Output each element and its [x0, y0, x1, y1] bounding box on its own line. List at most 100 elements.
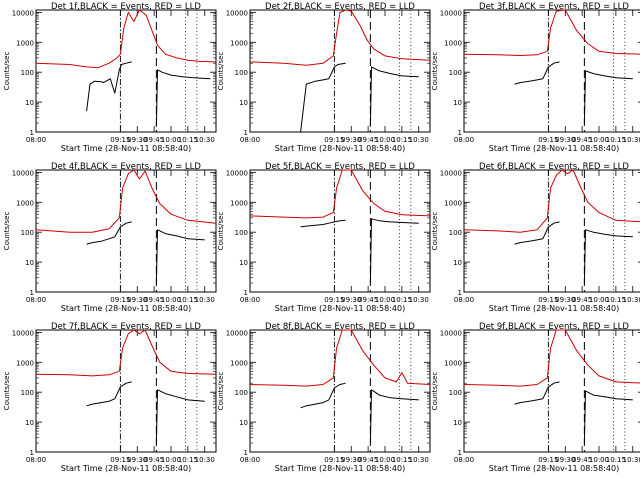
- x-tick-label: 09:45: [572, 136, 592, 144]
- x-tick-label: 10:15: [392, 296, 412, 304]
- plot-panel-1: Det 1f,BLACK = Events, RED = LLD 1 10 100 10…: [3, 2, 217, 153]
- events-series-line: [155, 389, 205, 444]
- plot-title: Det 6f,BLACK = Events, RED = LLD: [479, 162, 629, 172]
- y-tick-label: 1: [244, 289, 248, 297]
- y-tick-label: 10: [25, 99, 34, 107]
- x-tick-label: 08:00: [454, 136, 474, 144]
- y-tick-label: 100: [449, 389, 462, 397]
- plot-panel-5: Det 5f,BLACK = Events, RED = LLD 1 10 100 10…: [217, 162, 431, 313]
- x-axis-label: Start Time (28-Nov-11 08:58:40): [61, 304, 191, 313]
- x-tick-label: 09:30: [127, 136, 147, 144]
- y-tick-label: 1000: [16, 199, 34, 207]
- x-axis-label: Start Time (28-Nov-11 08:58:40): [61, 464, 191, 473]
- plot-title: Det 5f,BLACK = Events, RED = LLD: [265, 162, 415, 172]
- x-tick-label: 09:30: [341, 456, 361, 464]
- lld-series-line: [249, 169, 431, 219]
- y-tick-label: 10000: [12, 169, 34, 177]
- events-series-line: [583, 70, 633, 124]
- x-tick-label: 10:00: [589, 136, 609, 144]
- x-tick-label: 09:30: [341, 136, 361, 144]
- plot-title: Det 4f,BLACK = Events, RED = LLD: [51, 162, 201, 172]
- events-series-line: [86, 381, 132, 407]
- plot-frame: [463, 169, 640, 293]
- x-tick-label: 10:15: [392, 136, 412, 144]
- plot-frame: [249, 9, 431, 133]
- y-tick-label: 1: [458, 449, 462, 457]
- x-tick-label: 10:00: [375, 456, 395, 464]
- x-tick-label: 10:00: [375, 296, 395, 304]
- x-tick-label: 09:45: [144, 296, 164, 304]
- x-axis-label: Start Time (28-Nov-11 08:58:40): [275, 144, 405, 153]
- y-tick-label: 1000: [230, 39, 248, 47]
- x-tick-label: 09:30: [341, 296, 361, 304]
- x-tick-label: 10:30: [409, 296, 429, 304]
- y-tick-label: 1: [30, 449, 34, 457]
- y-axis-label: Counts/sec: [217, 212, 225, 251]
- y-tick-label: 10: [239, 259, 248, 267]
- x-tick-label: 09:45: [572, 296, 592, 304]
- y-tick-label: 100: [235, 69, 248, 77]
- plot-frame: [463, 329, 640, 453]
- x-tick-label: 09:15: [324, 456, 344, 464]
- x-tick-label: 10:30: [195, 136, 215, 144]
- plot-panel-8: Det 8f,BLACK = Events, RED = LLD 1 10 100 10…: [217, 322, 431, 473]
- y-tick-label: 10000: [440, 9, 462, 17]
- plot-panel-7: Det 7f,BLACK = Events, RED = LLD 1 10 100 10…: [3, 322, 217, 473]
- lld-series-line: [35, 329, 217, 377]
- x-tick-label: 10:00: [375, 136, 395, 144]
- x-tick-label: 09:15: [110, 296, 130, 304]
- events-series-line: [300, 62, 346, 133]
- plot-frame: [249, 329, 431, 453]
- events-series-line: [583, 229, 633, 284]
- x-tick-label: 09:15: [538, 136, 558, 144]
- lld-series-line: [463, 9, 640, 56]
- x-tick-label: 08:00: [240, 136, 260, 144]
- x-tick-label: 10:15: [178, 456, 198, 464]
- plot-panel-9: Det 9f,BLACK = Events, RED = LLD 1 10 100 10…: [431, 322, 640, 473]
- y-tick-label: 1: [244, 129, 248, 137]
- x-tick-label: 10:30: [195, 456, 215, 464]
- y-axis-label: Counts/sec: [217, 52, 225, 91]
- y-axis-label: Counts/sec: [431, 212, 439, 251]
- lld-series-line: [35, 169, 217, 233]
- y-tick-label: 1000: [230, 199, 248, 207]
- y-tick-label: 1: [458, 289, 462, 297]
- x-axis-label: Start Time (28-Nov-11 08:58:40): [489, 304, 619, 313]
- events-series-line: [300, 382, 346, 409]
- x-tick-label: 10:15: [606, 296, 626, 304]
- x-tick-label: 09:15: [538, 456, 558, 464]
- events-series-line: [155, 229, 205, 284]
- y-tick-label: 100: [21, 69, 34, 77]
- x-tick-label: 09:30: [555, 456, 575, 464]
- y-axis-label: Counts/sec: [217, 372, 225, 411]
- x-tick-label: 10:30: [409, 136, 429, 144]
- x-tick-label: 09:45: [358, 296, 378, 304]
- plot-frame: [35, 329, 217, 453]
- y-tick-label: 1: [458, 129, 462, 137]
- x-tick-label: 10:30: [623, 136, 640, 144]
- y-axis-label: Counts/sec: [3, 372, 11, 411]
- x-tick-label: 10:30: [623, 296, 640, 304]
- y-tick-label: 10000: [226, 329, 248, 337]
- x-tick-label: 09:45: [144, 136, 164, 144]
- y-tick-label: 10: [25, 419, 34, 427]
- y-tick-label: 1: [30, 129, 34, 137]
- x-tick-label: 10:00: [161, 136, 181, 144]
- x-tick-label: 10:15: [606, 456, 626, 464]
- y-tick-label: 1000: [444, 359, 462, 367]
- y-tick-label: 1000: [16, 39, 34, 47]
- y-tick-label: 10: [453, 99, 462, 107]
- y-axis-label: Counts/sec: [431, 52, 439, 91]
- plot-title: Det 1f,BLACK = Events, RED = LLD: [51, 2, 201, 12]
- y-tick-label: 10000: [226, 9, 248, 17]
- y-tick-label: 10: [453, 419, 462, 427]
- lld-series-line: [249, 329, 431, 387]
- events-series-line: [86, 221, 132, 245]
- y-tick-label: 10000: [440, 169, 462, 177]
- plot-frame: [35, 169, 217, 293]
- x-tick-label: 09:30: [127, 456, 147, 464]
- x-tick-label: 10:00: [161, 456, 181, 464]
- x-tick-label: 08:00: [26, 296, 46, 304]
- y-tick-label: 100: [21, 389, 34, 397]
